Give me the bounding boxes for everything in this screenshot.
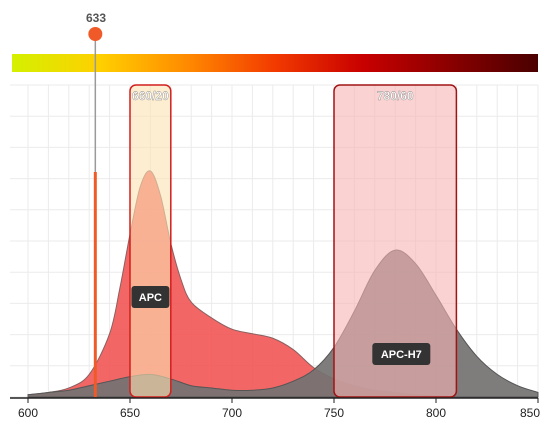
laser-wavelength-label: 633 bbox=[86, 11, 106, 25]
x-tick-label: 750 bbox=[324, 406, 344, 420]
spectrum-color-bar bbox=[12, 54, 538, 72]
x-axis-ticks: 600 650 700 750 800 850 bbox=[18, 398, 540, 420]
x-tick-label: 650 bbox=[120, 406, 140, 420]
dye-label-apc: APC bbox=[139, 292, 162, 304]
filter-label-660-20: 660/20 bbox=[132, 89, 169, 103]
filter-780-60[interactable] bbox=[333, 84, 458, 398]
dye-badge-apc-h7-bg bbox=[372, 343, 431, 365]
dye-label-apc-h7: APC-H7 bbox=[381, 349, 422, 361]
laser-drag-handle[interactable] bbox=[88, 27, 103, 41]
dye-badge-apc[interactable]: APC bbox=[131, 286, 170, 308]
x-tick-label: 800 bbox=[426, 406, 446, 420]
x-tick-label: 600 bbox=[18, 406, 38, 420]
x-tick-label: 850 bbox=[520, 406, 540, 420]
filter-label-780-60: 780/60 bbox=[377, 89, 414, 103]
x-tick-label: 700 bbox=[222, 406, 242, 420]
filter-660-20[interactable] bbox=[129, 84, 172, 398]
dye-badge-apc-bg bbox=[131, 286, 170, 308]
dye-badge-apc-h7[interactable]: APC-H7 bbox=[372, 343, 431, 365]
